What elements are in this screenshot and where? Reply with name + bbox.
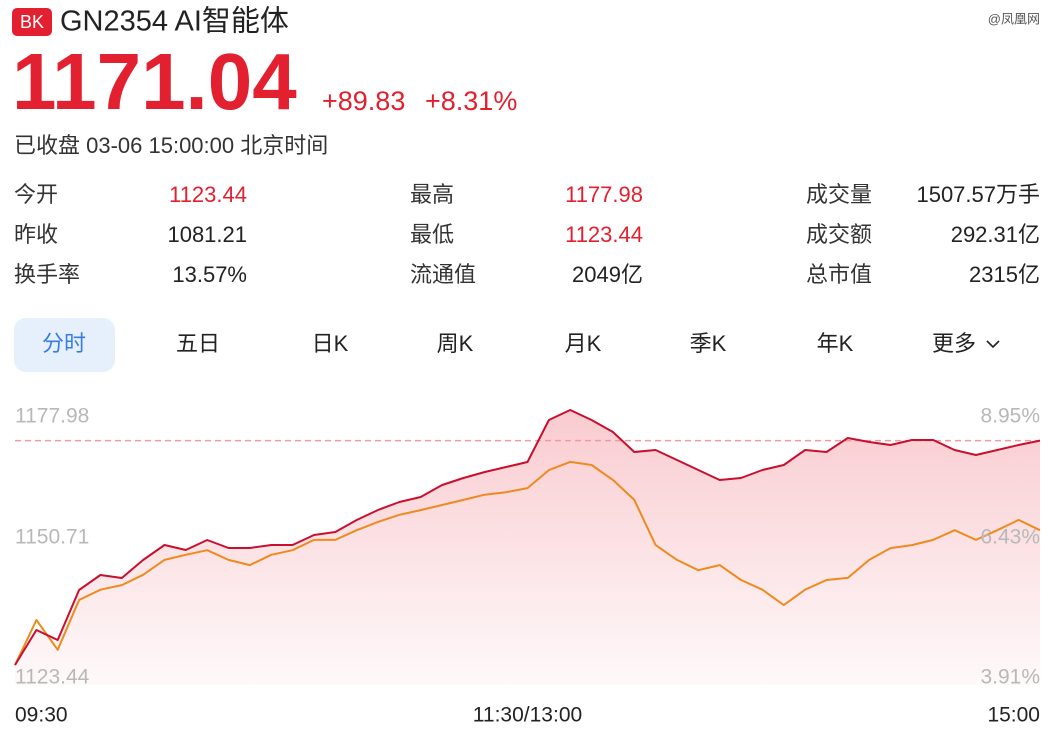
change-pct: +8.31% [425, 86, 517, 116]
tab-chevron [986, 340, 1000, 349]
y2-tick-label: 8.95% [980, 405, 1040, 428]
stat-value: 1177.98 [565, 182, 643, 207]
stat-value: 1507.57万手 [916, 182, 1040, 207]
price: 1171.04 [12, 37, 297, 126]
stat-label: 成交量 [806, 182, 872, 207]
y-tick-label: 1123.44 [15, 666, 90, 689]
x-tick-label: 15:00 [987, 704, 1040, 727]
active-tab-bg [14, 318, 115, 372]
series-line [14, 409, 1041, 666]
stat-value: 2049亿 [572, 262, 643, 287]
stat-label: 总市值 [806, 262, 872, 287]
tab[interactable]: 更多 [932, 331, 976, 356]
stat-label: 最低 [410, 222, 454, 247]
tab[interactable]: 分时 [42, 331, 86, 356]
x-tick-label: 09:30 [15, 704, 68, 727]
tab[interactable]: 季K [690, 331, 727, 356]
stat-label: 昨收 [14, 222, 58, 247]
stat-value: 292.31亿 [951, 222, 1040, 247]
stat-value: 2315亿 [969, 262, 1040, 287]
series-line [14, 460, 1041, 666]
tab[interactable]: 日K [312, 331, 349, 356]
tab[interactable]: 年K [817, 331, 854, 356]
stat-value: 1123.44 [565, 222, 643, 247]
watermark: @凤凰网 [988, 11, 1040, 26]
badge: BK [20, 12, 44, 32]
tab[interactable]: 周K [437, 331, 474, 356]
stat-label: 流通值 [410, 262, 476, 287]
stat-value: 1123.44 [169, 182, 247, 207]
area [15, 410, 1040, 685]
change: +89.83 [322, 86, 405, 116]
stat-label: 换手率 [14, 262, 80, 287]
y-tick-label: 1150.71 [15, 526, 89, 549]
title: GN2354 AI智能体 [60, 5, 289, 38]
stat-value: 13.57% [172, 262, 247, 287]
stat-label: 成交额 [806, 222, 872, 247]
stat-label: 最高 [410, 182, 454, 207]
y2-tick-label: 6.43% [980, 526, 1040, 549]
tab[interactable]: 五日 [176, 331, 220, 356]
status: 已收盘 03-06 15:00:00 北京时间 [14, 133, 328, 158]
badge-bg [12, 8, 52, 36]
stat-label: 今开 [14, 182, 58, 207]
y2-tick-label: 3.91% [980, 666, 1040, 689]
stat-value: 1081.21 [167, 222, 247, 247]
x-tick-label: 11:30/13:00 [473, 704, 582, 727]
tab[interactable]: 月K [565, 331, 602, 356]
y-tick-label: 1177.98 [15, 405, 89, 428]
